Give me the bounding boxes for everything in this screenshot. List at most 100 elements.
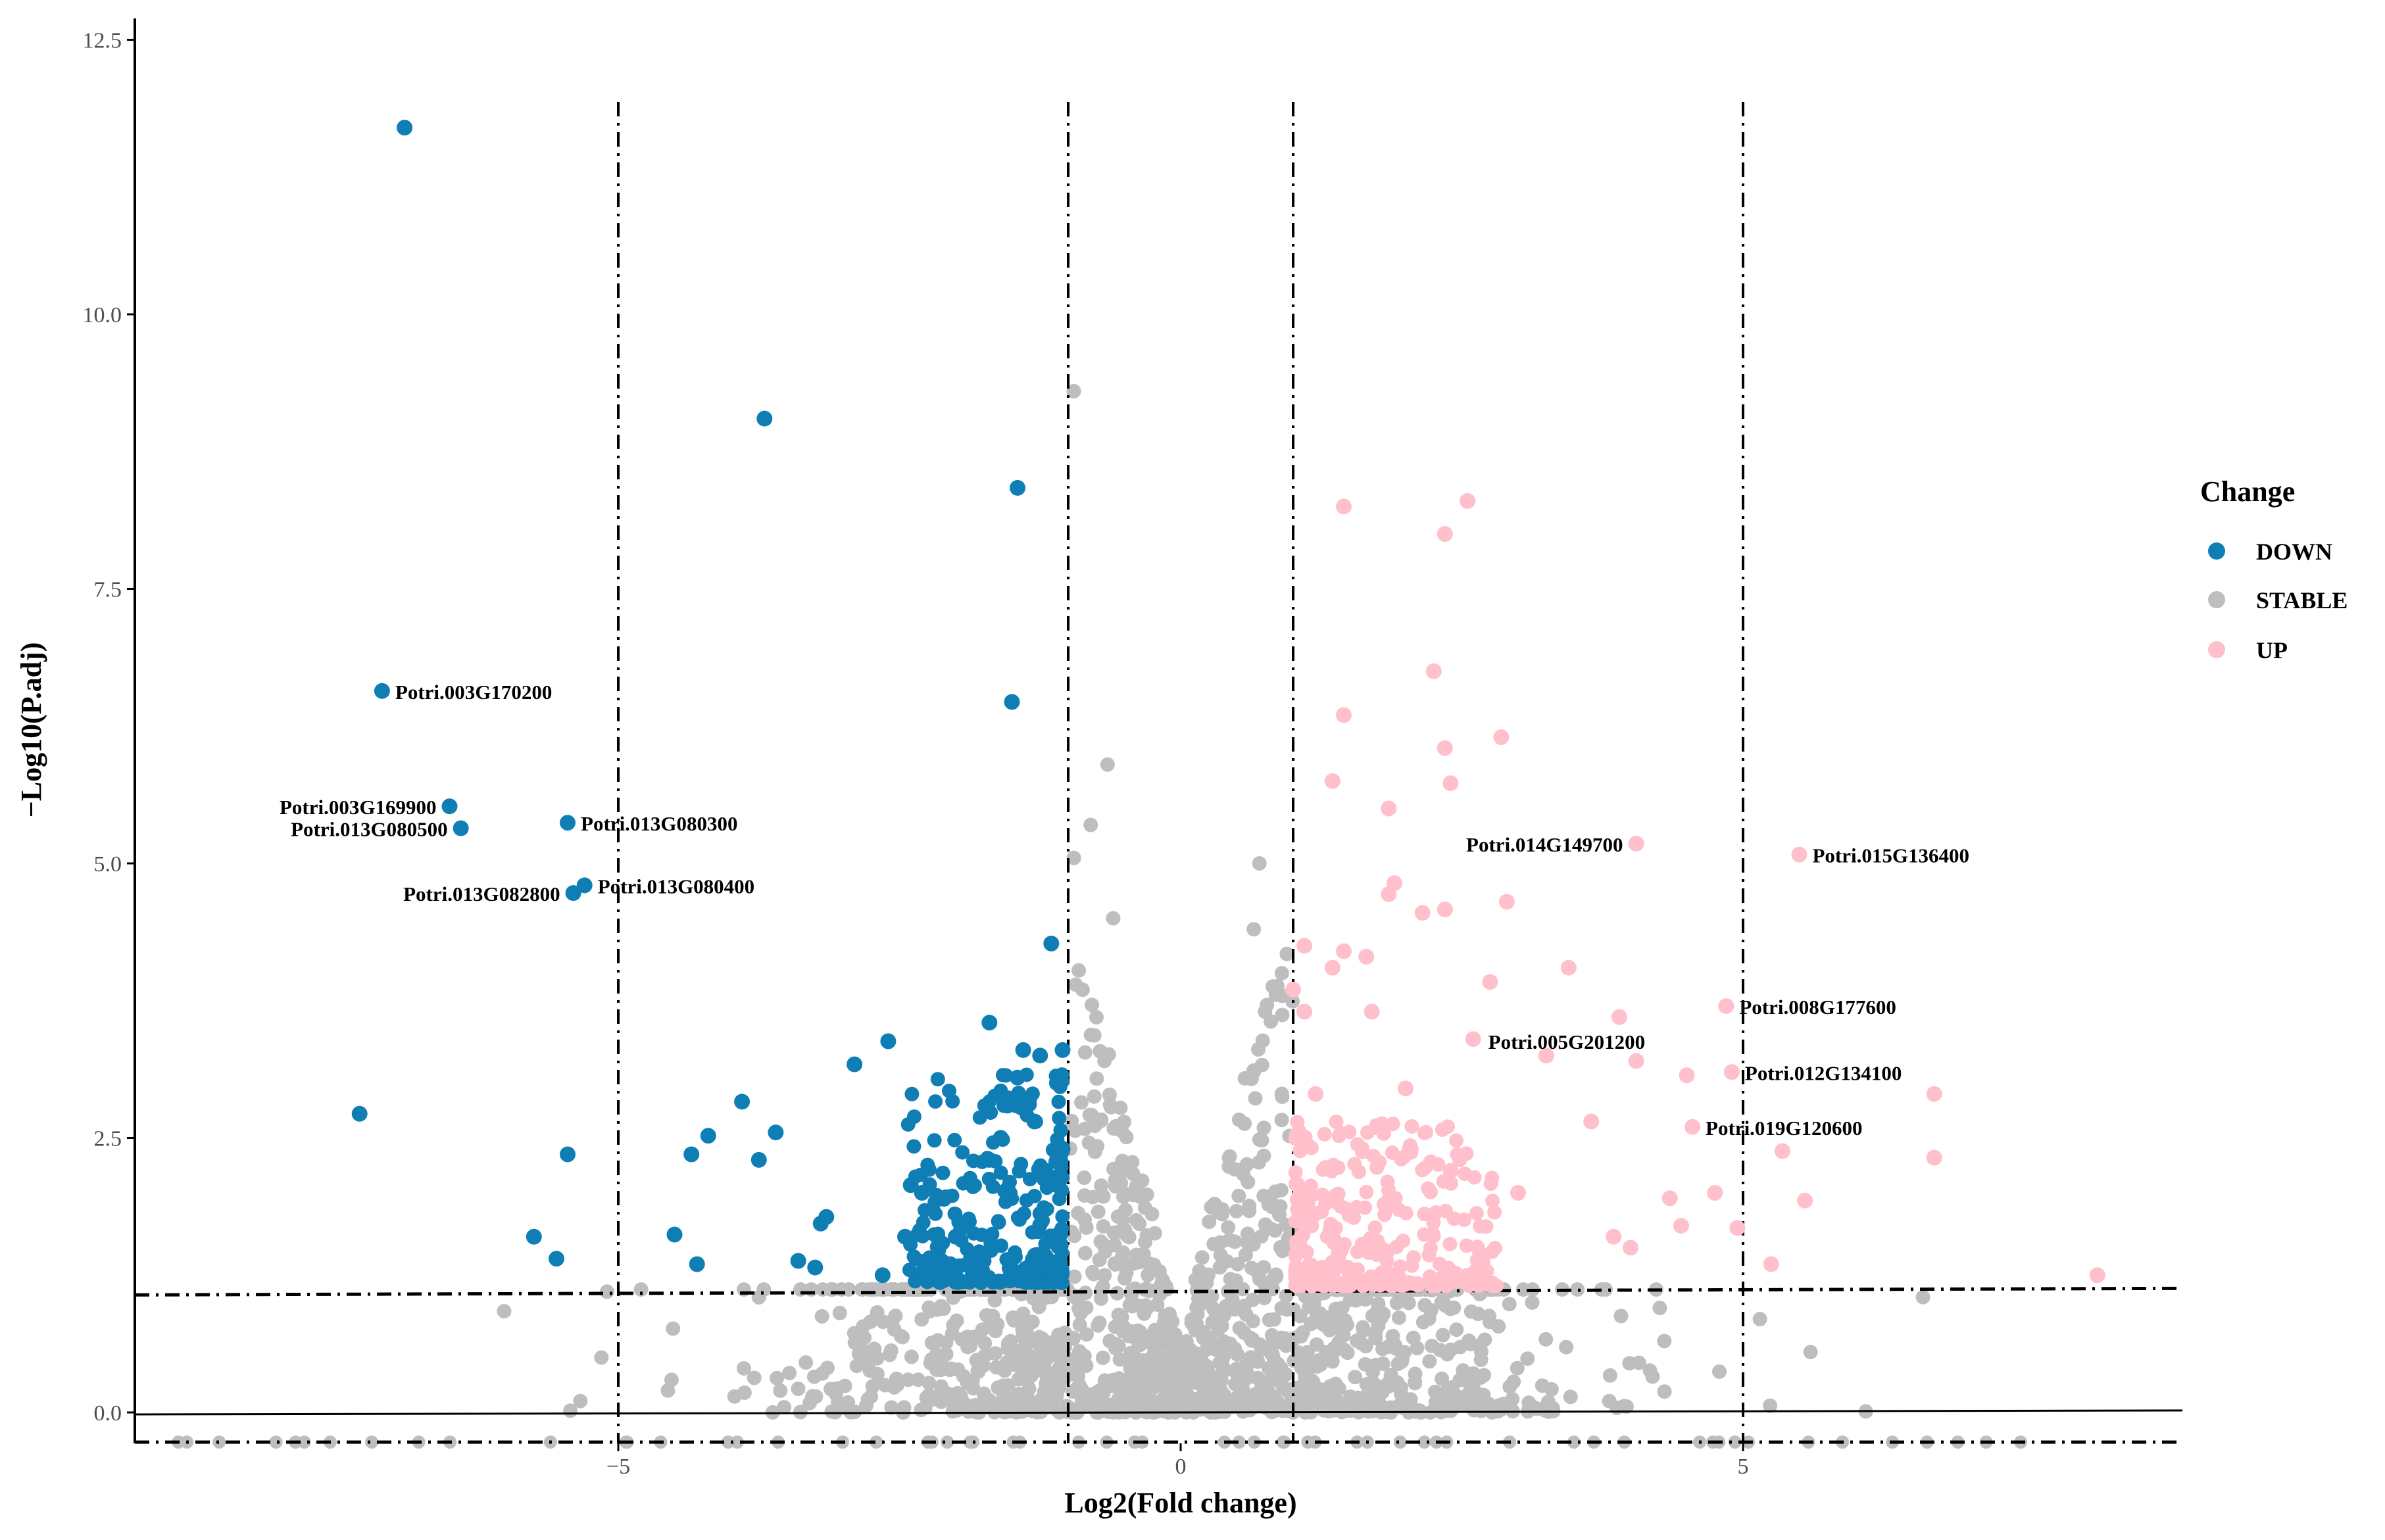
down-point [942, 1256, 958, 1272]
stable-point [1277, 1331, 1292, 1346]
down-point [998, 1068, 1014, 1083]
stable-point [791, 1382, 806, 1397]
up-point [1404, 1119, 1419, 1134]
up-point [1288, 1262, 1303, 1276]
up-point [1606, 1228, 1622, 1245]
down-point [993, 1130, 1009, 1146]
stable-point [859, 1351, 874, 1366]
legend-key-up [2208, 641, 2225, 658]
down-point [935, 1165, 950, 1180]
stable-point [1803, 1345, 1818, 1360]
stable-point [885, 1313, 900, 1328]
stable-point [1230, 1257, 1245, 1272]
stable-point [1137, 1306, 1152, 1321]
up-point [1324, 773, 1340, 789]
stable-point [1179, 1378, 1194, 1393]
stable-point [212, 1435, 226, 1449]
stable-point [997, 1363, 1012, 1378]
up-point [1381, 800, 1397, 817]
stable-point [1101, 1047, 1116, 1062]
stable-point [1348, 1370, 1363, 1385]
stable-point [1204, 1199, 1219, 1215]
up-point [1291, 1177, 1306, 1192]
stable-point [782, 1366, 797, 1381]
up-point [1336, 707, 1352, 723]
gene-label: Potri.003G169900 [280, 796, 437, 819]
stable-point [1300, 1362, 1315, 1378]
stable-point [1118, 1322, 1133, 1336]
stable-point [1184, 1315, 1199, 1330]
stable-point [934, 1395, 948, 1409]
stable-point [1410, 1341, 1425, 1356]
stable-point [1157, 1397, 1172, 1412]
stable-point [910, 1372, 925, 1387]
stable-point [1095, 1350, 1110, 1365]
stable-point [1200, 1330, 1215, 1345]
stable-point [497, 1304, 512, 1318]
stable-point [863, 1314, 878, 1330]
stable-point [988, 1324, 1003, 1339]
stable-point [1039, 1376, 1054, 1391]
stable-point [1157, 1335, 1172, 1351]
stable-point [1274, 1301, 1289, 1316]
stable-point [1108, 1257, 1123, 1272]
up-point [1926, 1149, 1942, 1166]
stable-point [1002, 1336, 1018, 1351]
stable-point [1077, 1349, 1092, 1364]
up-point [1449, 1133, 1463, 1148]
stable-point [1510, 1360, 1525, 1376]
stable-point [1252, 1132, 1267, 1147]
stable-point [1125, 1167, 1141, 1182]
stable-point [770, 1370, 785, 1385]
up-point [1285, 982, 1301, 998]
up-point [1363, 1231, 1378, 1246]
up-point [1392, 1259, 1408, 1274]
stable-point [1642, 1363, 1658, 1378]
stable-point [1247, 1435, 1261, 1449]
stable-point [1094, 1112, 1109, 1127]
stable-point [922, 1304, 937, 1319]
stable-point [1077, 1188, 1092, 1203]
stable-point [1213, 1247, 1228, 1263]
zero-baseline [134, 1409, 2183, 1416]
down-point [1054, 1141, 1071, 1157]
stable-point [737, 1361, 751, 1376]
down-point [1022, 1097, 1037, 1112]
up-point [1684, 1119, 1701, 1135]
down-point [983, 1243, 998, 1258]
up-point [1729, 1220, 1746, 1236]
down-point [560, 815, 576, 831]
up-point [1474, 1247, 1489, 1262]
stable-point [1090, 1139, 1105, 1154]
up-point [1442, 1237, 1458, 1251]
legend-label-up: UP [2256, 637, 2288, 663]
up-point [1482, 974, 1498, 990]
stable-point [1127, 1281, 1143, 1296]
up-point [1628, 1053, 1644, 1069]
stable-point [1325, 1354, 1340, 1369]
down-point [1008, 1098, 1023, 1113]
down-point [993, 1165, 1008, 1180]
down-point [560, 1146, 576, 1163]
up-point [1381, 1192, 1396, 1207]
up-point [1381, 886, 1397, 902]
stable-point [1119, 1187, 1135, 1202]
stable-point [1191, 1376, 1206, 1391]
stable-point [1091, 1204, 1106, 1219]
down-point [998, 1194, 1013, 1209]
stable-point [982, 1393, 997, 1408]
down-point [1054, 1221, 1070, 1236]
stable-point [1570, 1282, 1585, 1297]
stable-point [1267, 1395, 1283, 1410]
stable-point [814, 1309, 829, 1324]
up-point [1324, 959, 1340, 976]
up-point [1315, 1188, 1330, 1203]
stable-point [804, 1282, 819, 1297]
stable-point [1208, 1342, 1223, 1357]
stable-point [1657, 1334, 1672, 1349]
stable-point [1016, 1306, 1031, 1321]
up-point [1331, 1128, 1346, 1143]
down-point [937, 1192, 952, 1207]
down-point [768, 1124, 784, 1141]
down-point [991, 1214, 1006, 1229]
